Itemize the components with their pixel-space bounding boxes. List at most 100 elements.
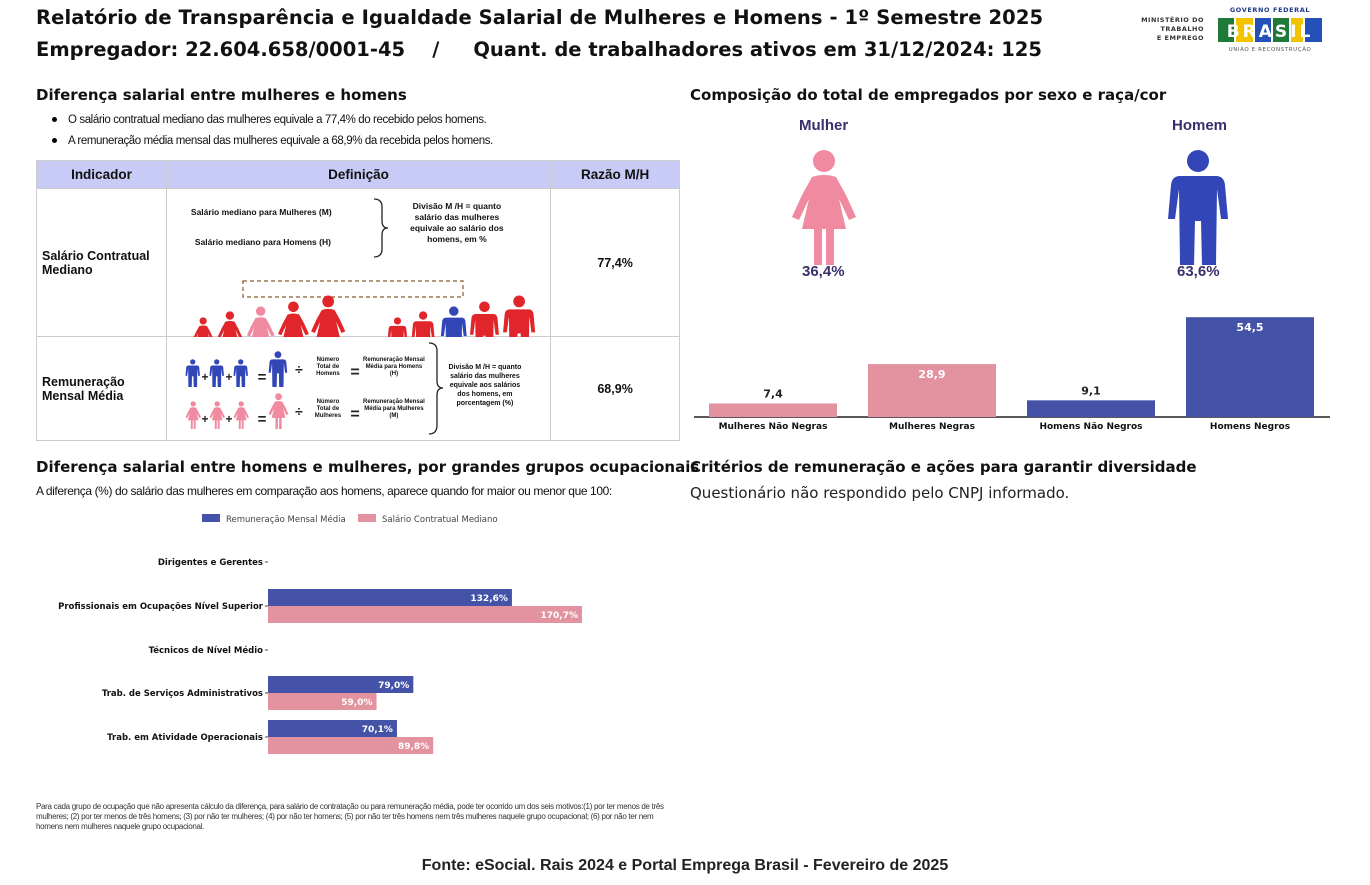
operator-symbol: = xyxy=(350,364,359,381)
category-label: Dirigentes e Gerentes xyxy=(158,558,263,568)
bullet-item: A remuneração média mensal das mulheres … xyxy=(50,131,493,152)
ratio-value: 68,9% xyxy=(550,336,680,441)
composition-category-label: Homens Não Negros xyxy=(1039,422,1142,432)
bar-value-label: 79,0% xyxy=(378,681,409,691)
composition-bar xyxy=(868,364,996,417)
salary-diff-bullets: O salário contratual mediano das mulhere… xyxy=(50,110,493,152)
bar-value-label: 70,1% xyxy=(362,725,393,735)
category-label: Trab. de Serviços Administrativos xyxy=(102,689,263,699)
operator-symbol: = xyxy=(350,406,359,423)
man-figure-icon xyxy=(209,359,224,387)
occupation-bar xyxy=(268,693,377,710)
definition-cell: + + + + = = ÷ ÷ = = Número Total de Homens Número… xyxy=(165,336,552,441)
ministry-line-3: E EMPREGO xyxy=(1156,34,1204,42)
operator-symbol: + xyxy=(201,412,208,426)
occupation-bar xyxy=(268,737,434,754)
operator-symbol: + xyxy=(225,412,232,426)
composition-category-label: Mulheres Não Negras xyxy=(719,422,828,432)
men-label: Homem xyxy=(1172,117,1228,134)
gov-wordmark-text: BRASIL xyxy=(1227,22,1314,42)
avg-women-label: Remuneração Mensal Média para Mulheres (… xyxy=(363,399,425,419)
count-men-label: Número Total de Homens xyxy=(316,357,340,377)
median-highlight-box xyxy=(242,280,464,298)
col-header-definition: Definição xyxy=(165,160,552,189)
occupation-bar xyxy=(268,720,397,737)
salary-diff-title: Diferença salarial entre mulheres e home… xyxy=(36,86,407,104)
employer-line: Empregador: 22.604.658/0001-45 / Quant. … xyxy=(36,38,1042,61)
woman-figure-icon xyxy=(209,401,225,429)
occupation-bar xyxy=(268,589,512,606)
category-label: Profissionais em Ocupações Nível Superio… xyxy=(58,602,264,612)
brace-icon xyxy=(373,198,388,258)
composition-value-label: 7,4 xyxy=(763,387,783,400)
table-row: Salário Contratual Mediano Salário media… xyxy=(36,188,680,337)
col-header-indicator: Indicador xyxy=(36,160,167,189)
bar-value-label: 89,8% xyxy=(398,742,429,752)
def-ratio-text: Divisão M /H = quanto salário das mulher… xyxy=(410,201,504,244)
composition-bar xyxy=(1186,317,1314,417)
occupational-bar-chart: Remuneração Mensal Média Salário Contratu… xyxy=(58,514,582,754)
operator-symbol: + xyxy=(201,370,208,384)
legend-label: Salário Contratual Mediano xyxy=(382,515,498,525)
occupational-title: Diferença salarial entre homens e mulher… xyxy=(36,458,700,476)
brasil-wordmark-icon: BRASIL xyxy=(1218,18,1322,42)
man-figure-icon xyxy=(268,351,288,387)
col-header-ratio: Razão M/H xyxy=(550,160,680,189)
definition-cell: Salário mediano para Mulheres (M) Salári… xyxy=(165,188,552,337)
occupation-bar xyxy=(268,676,414,693)
woman-figure-icon xyxy=(246,306,275,337)
brace-icon xyxy=(428,342,443,435)
man-figure-icon xyxy=(411,311,435,337)
indicator-table: Indicador Definição Razão M/H Salário Co… xyxy=(36,160,680,441)
operator-symbol: + xyxy=(225,370,232,384)
gov-logo-bottom: UNIÃO E RECONSTRUÇÃO xyxy=(1228,47,1312,53)
man-figure-icon xyxy=(469,301,499,337)
bar-value-label: 170,7% xyxy=(541,611,579,621)
indicator-name: Salário Contratual Mediano xyxy=(36,188,167,337)
man-figure-icon xyxy=(502,295,536,337)
category-label: Técnicos de Nível Médio xyxy=(149,645,264,656)
legend-label: Remuneração Mensal Média xyxy=(226,514,346,525)
woman-figure-icon xyxy=(193,317,213,337)
composition-category-label: Homens Negros xyxy=(1210,422,1290,432)
man-figure-icon xyxy=(233,359,248,387)
occupational-subtitle: A diferença (%) do salário das mulheres … xyxy=(36,484,612,498)
composition-value-label: 9,1 xyxy=(1081,384,1101,397)
ratio-value: 77,4% xyxy=(550,188,680,337)
operator-symbol: = xyxy=(258,369,267,386)
ministry-line-2: TRABALHO xyxy=(1160,25,1204,33)
composition-bar xyxy=(709,403,837,417)
criteria-text: Questionário não respondido pelo CNPJ in… xyxy=(690,484,1070,502)
composition-bar-chart: 7,4 Mulheres Não Negras 28,9 Mulheres Negra… xyxy=(694,317,1330,432)
woman-figure-icon xyxy=(268,393,289,429)
man-figure-icon xyxy=(440,306,467,337)
gov-logo: GOVERNO FEDERAL BRASIL UNIÃO E RECONSTRU… xyxy=(1214,6,1326,54)
count-women-label: Número Total de Mulheres xyxy=(314,399,342,419)
bar-value-label: 132,6% xyxy=(470,594,508,604)
occupation-bar xyxy=(268,606,582,623)
source-footer: Fonte: eSocial. Rais 2024 e Portal Empre… xyxy=(421,857,949,874)
woman-figure-icon xyxy=(217,311,242,337)
man-figure-icon xyxy=(185,359,200,387)
woman-figure-icon xyxy=(277,301,309,337)
woman-figure-icon xyxy=(233,401,249,429)
composition-value-label: 54,5 xyxy=(1236,321,1263,334)
composition-category-label: Mulheres Negras xyxy=(889,422,975,432)
composition-value-label: 28,9 xyxy=(918,368,945,381)
operator-symbol: = xyxy=(258,411,267,428)
report-title: Relatório de Transparência e Igualdade S… xyxy=(36,6,1044,29)
bullet-item: O salário contratual mediano das mulhere… xyxy=(50,110,493,131)
composition-bar xyxy=(1027,400,1155,417)
ministry-logo: MINISTÉRIO DO TRABALHO E EMPREGO xyxy=(1118,16,1204,43)
def-women-label: Salário mediano para Mulheres (M) xyxy=(190,207,332,217)
avg-men-label: Remuneração Mensal Média para Homens (H) xyxy=(363,357,425,377)
criteria-title: Critérios de remuneração e ações para ga… xyxy=(690,458,1197,476)
indicator-name: Remuneração Mensal Média xyxy=(36,336,167,441)
category-label: Trab. em Atividade Operacionais xyxy=(107,733,263,743)
women-pct: 36,4% xyxy=(802,263,845,280)
def-ratio-text-2: Divisão M /H = quanto salário das mulher… xyxy=(448,364,522,407)
gov-logo-top: GOVERNO FEDERAL xyxy=(1229,6,1311,14)
def-men-label: Salário mediano para Homens (H) xyxy=(194,237,331,247)
ministry-line-1: MINISTÉRIO DO xyxy=(1141,16,1204,24)
legend-swatch xyxy=(358,514,376,522)
